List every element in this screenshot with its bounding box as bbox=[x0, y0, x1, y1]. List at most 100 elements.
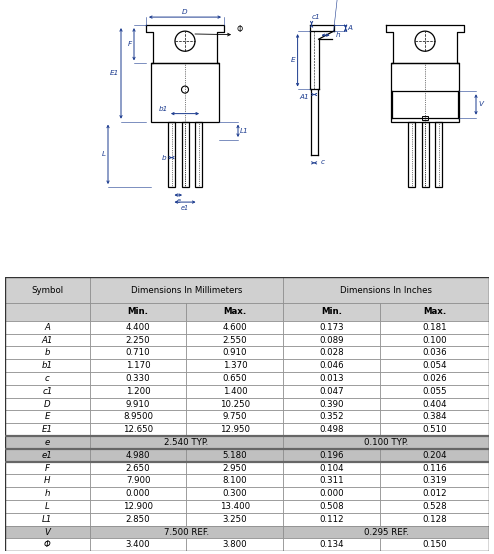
Text: 0.528: 0.528 bbox=[422, 502, 447, 511]
Bar bbox=[5, 436, 89, 449]
Bar bbox=[186, 513, 283, 526]
Bar bbox=[186, 474, 283, 488]
Text: 0.100: 0.100 bbox=[422, 336, 447, 345]
Text: 7.500 REF.: 7.500 REF. bbox=[164, 527, 209, 536]
Text: Min.: Min. bbox=[127, 307, 149, 316]
Text: h: h bbox=[335, 32, 340, 38]
Bar bbox=[5, 500, 89, 513]
Bar bbox=[283, 398, 380, 411]
Bar bbox=[5, 398, 89, 411]
Bar bbox=[5, 538, 89, 551]
Bar bbox=[89, 513, 186, 526]
Bar bbox=[5, 385, 89, 398]
Bar bbox=[380, 488, 489, 500]
Text: 0.000: 0.000 bbox=[126, 489, 150, 498]
Text: 0.013: 0.013 bbox=[320, 374, 344, 383]
Text: 1.200: 1.200 bbox=[126, 387, 150, 396]
Text: b1: b1 bbox=[158, 106, 167, 112]
Text: V: V bbox=[44, 527, 50, 536]
Bar bbox=[380, 321, 489, 334]
Bar bbox=[89, 538, 186, 551]
Bar bbox=[186, 398, 283, 411]
Bar bbox=[283, 411, 380, 423]
Bar bbox=[5, 526, 89, 538]
Text: 13.400: 13.400 bbox=[220, 502, 250, 511]
Text: 0.510: 0.510 bbox=[422, 425, 447, 434]
Text: 3.400: 3.400 bbox=[126, 540, 150, 550]
Bar bbox=[422, 116, 428, 120]
Bar bbox=[89, 385, 186, 398]
Text: e1: e1 bbox=[42, 451, 53, 460]
Bar bbox=[5, 372, 89, 385]
Bar bbox=[283, 385, 380, 398]
Text: E1: E1 bbox=[110, 70, 119, 76]
Text: 0.104: 0.104 bbox=[320, 464, 344, 473]
Bar bbox=[283, 538, 380, 551]
Text: D: D bbox=[44, 399, 50, 408]
Bar bbox=[380, 334, 489, 346]
Text: 0.000: 0.000 bbox=[320, 489, 344, 498]
Bar bbox=[195, 122, 202, 187]
Text: Min.: Min. bbox=[321, 307, 342, 316]
Text: 0.330: 0.330 bbox=[126, 374, 150, 383]
Text: Φ: Φ bbox=[44, 540, 51, 550]
Text: 0.089: 0.089 bbox=[320, 336, 344, 345]
Text: 0.128: 0.128 bbox=[422, 515, 447, 524]
Bar bbox=[283, 500, 380, 513]
Bar bbox=[380, 538, 489, 551]
Text: 7.900: 7.900 bbox=[126, 476, 150, 485]
Bar bbox=[89, 359, 186, 372]
Bar bbox=[186, 359, 283, 372]
Text: b1: b1 bbox=[42, 361, 53, 370]
Text: 1.170: 1.170 bbox=[126, 361, 150, 370]
Bar bbox=[380, 500, 489, 513]
Bar bbox=[89, 449, 186, 461]
Text: 4.980: 4.980 bbox=[126, 451, 150, 460]
Text: e1: e1 bbox=[181, 205, 189, 211]
Bar bbox=[89, 474, 186, 488]
Text: 0.650: 0.650 bbox=[223, 374, 247, 383]
Text: h: h bbox=[44, 489, 50, 498]
Bar bbox=[5, 321, 89, 334]
Text: 0.196: 0.196 bbox=[320, 451, 344, 460]
Bar bbox=[380, 474, 489, 488]
Text: 0.134: 0.134 bbox=[320, 540, 344, 550]
Bar bbox=[186, 321, 283, 334]
Bar bbox=[5, 488, 89, 500]
Text: c1: c1 bbox=[312, 14, 320, 20]
Text: 0.100 TYP.: 0.100 TYP. bbox=[364, 438, 409, 447]
Text: 2.250: 2.250 bbox=[126, 336, 150, 345]
Bar bbox=[283, 513, 380, 526]
Bar bbox=[89, 411, 186, 423]
Bar bbox=[89, 303, 186, 321]
Bar bbox=[186, 449, 283, 461]
Bar bbox=[89, 334, 186, 346]
Text: 0.112: 0.112 bbox=[320, 515, 344, 524]
Text: 0.150: 0.150 bbox=[422, 540, 447, 550]
Bar bbox=[89, 398, 186, 411]
Bar bbox=[5, 346, 89, 359]
Bar bbox=[283, 372, 380, 385]
Text: 2.650: 2.650 bbox=[126, 464, 150, 473]
Text: 9.910: 9.910 bbox=[126, 399, 150, 408]
Text: 12.950: 12.950 bbox=[220, 425, 250, 434]
Bar bbox=[391, 63, 459, 122]
Text: 0.055: 0.055 bbox=[422, 387, 447, 396]
Bar bbox=[186, 346, 283, 359]
Bar bbox=[380, 346, 489, 359]
Bar bbox=[380, 372, 489, 385]
Text: 0.012: 0.012 bbox=[422, 489, 447, 498]
Bar bbox=[283, 488, 380, 500]
Bar bbox=[421, 122, 428, 187]
Bar bbox=[380, 359, 489, 372]
Text: 0.026: 0.026 bbox=[422, 374, 447, 383]
Text: V: V bbox=[478, 101, 483, 107]
Bar bbox=[283, 334, 380, 346]
Text: 8.100: 8.100 bbox=[223, 476, 247, 485]
Text: L1: L1 bbox=[240, 128, 248, 134]
Bar bbox=[283, 321, 380, 334]
Bar bbox=[380, 398, 489, 411]
Text: L1: L1 bbox=[42, 515, 52, 524]
Text: 0.046: 0.046 bbox=[320, 361, 344, 370]
Text: 2.850: 2.850 bbox=[126, 515, 150, 524]
